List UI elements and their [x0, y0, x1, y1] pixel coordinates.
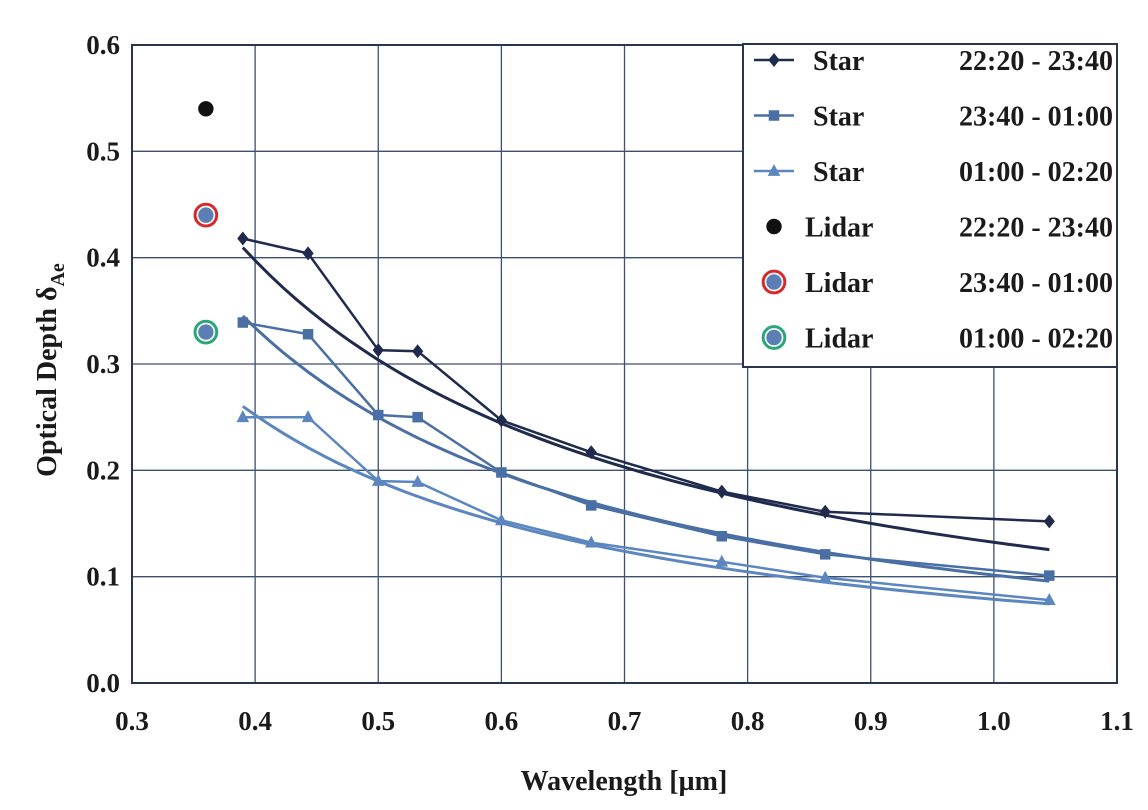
y-tick-label: 0.6 [86, 30, 120, 60]
x-tick-label: 1.0 [977, 706, 1011, 736]
legend-label-time: 01:00 - 02:20 [959, 157, 1113, 188]
legend-label-time: 23:40 - 01:00 [959, 102, 1113, 133]
legend-label-kind: Lidar [805, 213, 873, 244]
legend-label-kind: Lidar [805, 268, 873, 299]
x-tick-label: 1.1 [1100, 706, 1134, 736]
legend-label-kind: Lidar [805, 324, 873, 355]
y-tick-label: 0.2 [86, 455, 120, 485]
y-tick-label: 0.1 [86, 562, 120, 592]
y-axis-title-subscript: Ae [47, 263, 69, 286]
data-point-square [238, 317, 249, 328]
data-point-square [303, 329, 314, 340]
data-point-square [820, 549, 831, 560]
legend-label-kind: Star [813, 102, 864, 133]
legend-label-kind: Star [813, 46, 864, 77]
data-point-circle [198, 101, 213, 116]
y-tick-label: 0.5 [86, 136, 120, 166]
x-tick-label: 0.6 [485, 706, 519, 736]
data-point-circle [766, 219, 781, 234]
y-tick-label: 0.3 [86, 349, 120, 379]
data-point-square [373, 410, 384, 421]
data-point-square [769, 110, 780, 121]
x-tick-label: 0.5 [361, 706, 395, 736]
legend-label-kind: Star [813, 157, 864, 188]
x-tick-label: 0.3 [115, 706, 149, 736]
y-tick-label: 0.4 [86, 243, 120, 273]
legend-label-time: 22:20 - 23:40 [959, 213, 1113, 244]
legend: Star 22:20 - 23:40 Star 23:40 - 01:00 Star 01… [743, 44, 1117, 367]
data-point-square [586, 500, 597, 511]
y-axis-title: Optical Depth δAe [32, 263, 69, 477]
legend-label-time: 22:20 - 23:40 [959, 46, 1113, 77]
data-point-square [1044, 570, 1055, 581]
data-point-circle [766, 330, 781, 345]
legend-label-time: 01:00 - 02:20 [959, 324, 1113, 355]
y-axis-title-main: Optical Depth δ [32, 287, 63, 477]
x-tick-labels: 0.3 0.4 0.5 0.6 0.7 0.8 0.9 1.0 1.1 [115, 706, 1134, 736]
x-tick-label: 0.7 [608, 706, 642, 736]
y-tick-labels: 0.0 0.1 0.2 0.3 0.4 0.5 0.6 [86, 30, 120, 698]
data-point-circle [198, 207, 213, 222]
x-axis-title: Wavelength [µm] [521, 766, 728, 797]
data-point-square [717, 531, 728, 542]
legend-box [743, 44, 1117, 367]
x-tick-label: 0.8 [731, 706, 765, 736]
legend-label-time: 23:40 - 01:00 [959, 268, 1113, 299]
x-tick-label: 0.9 [854, 706, 888, 736]
data-point-circle [198, 324, 213, 339]
data-point-circle [766, 274, 781, 289]
data-point-square [412, 412, 423, 423]
x-tick-label: 0.4 [238, 706, 272, 736]
data-point-square [496, 467, 507, 478]
y-tick-label: 0.0 [86, 668, 120, 698]
